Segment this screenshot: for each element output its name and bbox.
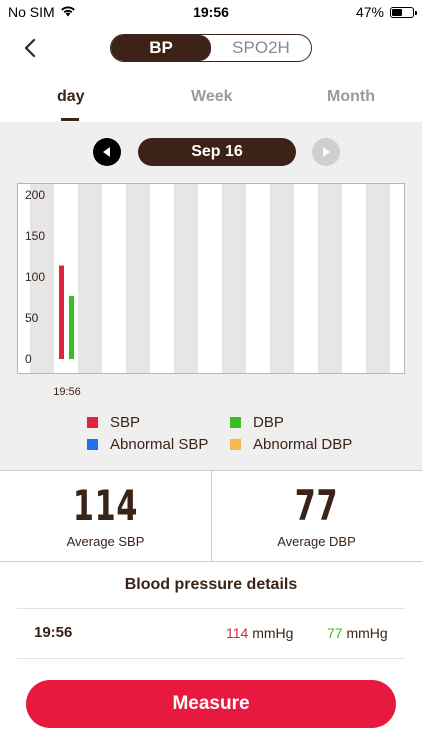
record-sbp: 114 mmHg (226, 625, 293, 641)
average-sbp-card: 114 Average SBP (0, 471, 211, 561)
measure-button[interactable]: Measure (26, 680, 396, 728)
legend-item-sbp: SBP (87, 414, 140, 431)
averages-summary: 114 Average SBP 77 Average DBP (0, 470, 422, 562)
chevron-left-icon (24, 38, 36, 58)
battery-percent: 47% (355, 4, 384, 20)
y-tick-label: 50 (25, 311, 39, 325)
status-left: No SIM (8, 4, 76, 20)
legend-swatch-sbp (87, 417, 98, 428)
clock: 19:56 (193, 4, 229, 20)
y-tick-label: 100 (25, 270, 45, 284)
grid-column (78, 184, 102, 373)
segment-bp[interactable]: BP (111, 35, 211, 61)
divider (17, 608, 405, 609)
grid-column (126, 184, 150, 373)
battery-icon (390, 6, 417, 18)
legend-label-abnormal-sbp: Abnormal SBP (110, 436, 209, 453)
record-dbp: 77 mmHg (327, 625, 388, 641)
average-dbp-card: 77 Average DBP (211, 471, 422, 561)
back-button[interactable] (14, 32, 46, 64)
y-tick-label: 150 (25, 229, 45, 243)
tab-week[interactable]: Week (191, 88, 233, 105)
grid-column (30, 184, 54, 373)
chart-panel: Sep 16 0 50 100 150 200 19:56 SBP DBP Abnorm… (0, 122, 422, 470)
record-sbp-value: 114 (226, 625, 249, 641)
record-time: 19:56 (34, 624, 73, 641)
date-selector[interactable]: Sep 16 (138, 138, 296, 166)
next-day-button[interactable] (312, 138, 340, 166)
grid-column (174, 184, 198, 373)
grid-column (366, 184, 390, 373)
details-title: Blood pressure details (124, 576, 298, 593)
bp-chart: 0 50 100 150 200 19:56 (17, 183, 407, 406)
period-tabs: day Week Month (0, 80, 422, 122)
legend-label-abnormal-dbp: Abnormal DBP (253, 436, 353, 453)
record-dbp-unit: mmHg (346, 625, 388, 641)
y-tick-label: 200 (25, 188, 45, 202)
average-sbp-label: Average SBP (66, 534, 145, 549)
grid-column (222, 184, 246, 373)
average-dbp-label: Average DBP (277, 534, 356, 549)
tab-month[interactable]: Month (327, 88, 375, 105)
previous-day-button[interactable] (93, 138, 121, 166)
average-sbp-value: 114 (72, 481, 139, 530)
status-right: 47% (355, 4, 417, 20)
wifi-icon (60, 4, 76, 20)
record-sbp-unit: mmHg (252, 625, 294, 641)
x-tick-label: 19:56 (53, 386, 81, 398)
legend-label-dbp: DBP (253, 414, 284, 431)
legend-label-sbp: SBP (110, 414, 141, 431)
bp-chart-svg: 0 50 100 150 200 19:56 (17, 183, 405, 398)
average-dbp-value: 77 (294, 481, 339, 530)
date-navigator: Sep 16 (0, 136, 422, 168)
grid-column (270, 184, 294, 373)
plot-area (17, 183, 405, 374)
tab-day[interactable]: day (57, 88, 85, 105)
bar-sbp (59, 265, 64, 359)
bar-dbp (69, 295, 74, 359)
legend-item-abnormal-dbp: Abnormal DBP (230, 436, 352, 453)
legend-item-dbp: DBP (230, 414, 284, 431)
legend-swatch-abnormal-sbp (87, 439, 98, 450)
segment-spo2h[interactable]: SPO2H (232, 38, 290, 57)
summary-divider (211, 471, 212, 561)
triangle-right-icon (323, 147, 330, 157)
triangle-left-icon (103, 147, 110, 157)
legend-item-abnormal-sbp: Abnormal SBP (87, 436, 208, 453)
y-tick-label: 0 (25, 352, 32, 366)
grid-column (318, 184, 342, 373)
status-bar: No SIM 19:56 47% (0, 0, 422, 24)
legend-swatch-abnormal-dbp (230, 439, 241, 450)
record-dbp-value: 77 (327, 625, 343, 641)
carrier-label: No SIM (8, 4, 55, 20)
mode-segmented-control: BP SPO2H (110, 34, 312, 62)
active-tab-indicator (61, 118, 79, 121)
legend-swatch-dbp (230, 417, 241, 428)
divider (17, 658, 405, 659)
